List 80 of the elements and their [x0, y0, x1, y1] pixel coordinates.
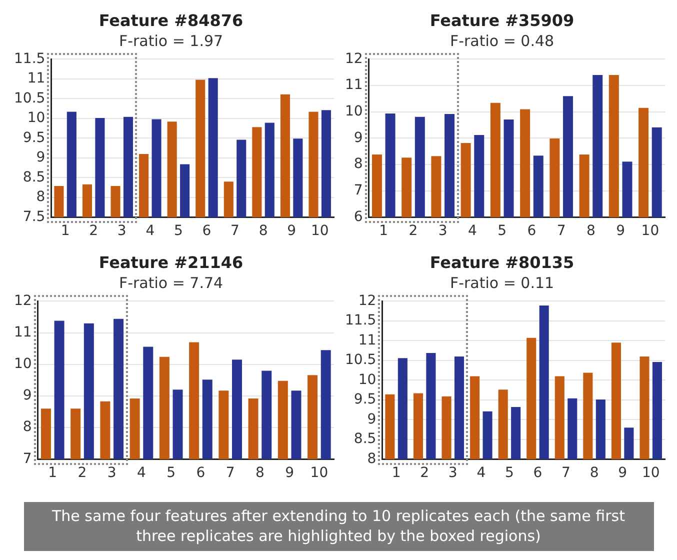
x-tick-label: 2 — [78, 465, 87, 482]
x-tick-label: 5 — [166, 465, 176, 482]
x-tick-label: 9 — [287, 223, 296, 240]
x-tick-label: 7 — [230, 223, 240, 240]
x-tick-label: 9 — [618, 465, 628, 482]
y-tick-label: 8 — [367, 450, 376, 467]
y-tick-label: 10.5 — [14, 90, 46, 106]
y-tick-label: 8.5 — [22, 169, 46, 186]
x-tick-label: 5 — [498, 223, 507, 240]
chart-title: Feature #84876 — [98, 10, 244, 30]
x-tick-label: 7 — [556, 223, 566, 240]
x-tick-label: 4 — [137, 465, 146, 482]
y-tick-label: 9 — [36, 150, 46, 166]
x-tick-label: 1 — [60, 223, 70, 240]
x-tick-label: 8 — [590, 465, 599, 482]
y-tick-label: 9.5 — [354, 392, 376, 408]
y-tick-label: 7.5 — [22, 208, 46, 225]
chart-subtitle: F-ratio = 0.11 — [450, 274, 554, 292]
x-tick-label: 2 — [420, 465, 430, 482]
x-tick-label: 3 — [448, 465, 458, 482]
y-tick-label: 11 — [27, 70, 46, 87]
y-tick-label: 7 — [22, 450, 32, 467]
x-tick-label: 8 — [586, 223, 596, 240]
x-tick-label: 10 — [641, 223, 660, 240]
x-tick-label: 2 — [89, 223, 98, 240]
x-tick-label: 4 — [146, 223, 155, 240]
x-tick-label: 3 — [117, 223, 126, 240]
x-tick-label: 5 — [504, 465, 514, 482]
y-tick-label: 11 — [358, 332, 376, 348]
y-tick-label: 9.5 — [22, 130, 46, 146]
x-tick-label: 5 — [174, 223, 183, 240]
y-tick-label: 9 — [22, 388, 32, 404]
chart-title: Feature #35909 — [430, 10, 574, 30]
y-tick-label: 7 — [354, 182, 363, 199]
y-tick-label: 6 — [354, 208, 363, 225]
x-tick-label: 4 — [468, 223, 478, 240]
x-tick-label: 1 — [379, 223, 388, 240]
x-tick-label: 1 — [48, 465, 58, 482]
y-tick-label: 11.5 — [345, 312, 376, 329]
text: The same four features after extending to 10 replicates each (the same first three replicates are highlighted by the boxed regions) — [24, 502, 654, 550]
y-tick-label: 8.5 — [354, 431, 376, 448]
y-tick-label: 11 — [14, 324, 32, 340]
y-tick-label: 12 — [344, 50, 363, 67]
x-tick-label: 10 — [642, 465, 660, 482]
x-tick-label: 9 — [616, 223, 626, 240]
chart-subtitle: F-ratio = 7.74 — [118, 274, 224, 292]
y-tick-label: 12 — [358, 292, 376, 309]
y-tick-label: 12 — [14, 292, 32, 309]
x-tick-label: 1 — [392, 465, 401, 482]
y-tick-label: 8 — [36, 189, 46, 206]
x-tick-label: 7 — [226, 465, 235, 482]
y-tick-label: 10 — [27, 110, 46, 126]
y-tick-label: 11 — [344, 77, 363, 94]
x-tick-label: 8 — [255, 465, 264, 482]
x-tick-label: 3 — [438, 223, 448, 240]
x-tick-label: 6 — [527, 223, 536, 240]
x-tick-label: 2 — [408, 223, 418, 240]
x-tick-label: 9 — [285, 465, 294, 482]
y-tick-label: 10.5 — [345, 352, 376, 368]
chart-title: Feature #80135 — [430, 252, 574, 272]
x-tick-label: 10 — [310, 465, 328, 482]
x-tick-label: 7 — [562, 465, 570, 482]
y-tick-label: 10 — [14, 356, 32, 372]
chart-subtitle: F-ratio = 0.48 — [450, 32, 554, 50]
chart-title: Feature #21146 — [98, 252, 244, 272]
y-tick-label: 11.5 — [14, 50, 46, 67]
x-tick-label: 6 — [196, 465, 206, 482]
x-tick-label: 6 — [533, 465, 542, 482]
x-tick-label: 4 — [476, 465, 486, 482]
y-tick-label: 9 — [367, 411, 376, 428]
x-tick-label: 3 — [107, 465, 116, 482]
y-tick-label: 9 — [354, 130, 363, 146]
x-tick-label: 6 — [202, 223, 212, 240]
chart-subtitle: F-ratio = 1.97 — [118, 32, 224, 50]
y-tick-label: 10 — [344, 104, 363, 120]
y-tick-label: 8 — [22, 419, 32, 436]
x-tick-label: 10 — [310, 223, 329, 240]
y-tick-label: 10 — [358, 372, 376, 388]
y-tick-label: 8 — [354, 156, 363, 172]
x-tick-label: 8 — [258, 223, 268, 240]
